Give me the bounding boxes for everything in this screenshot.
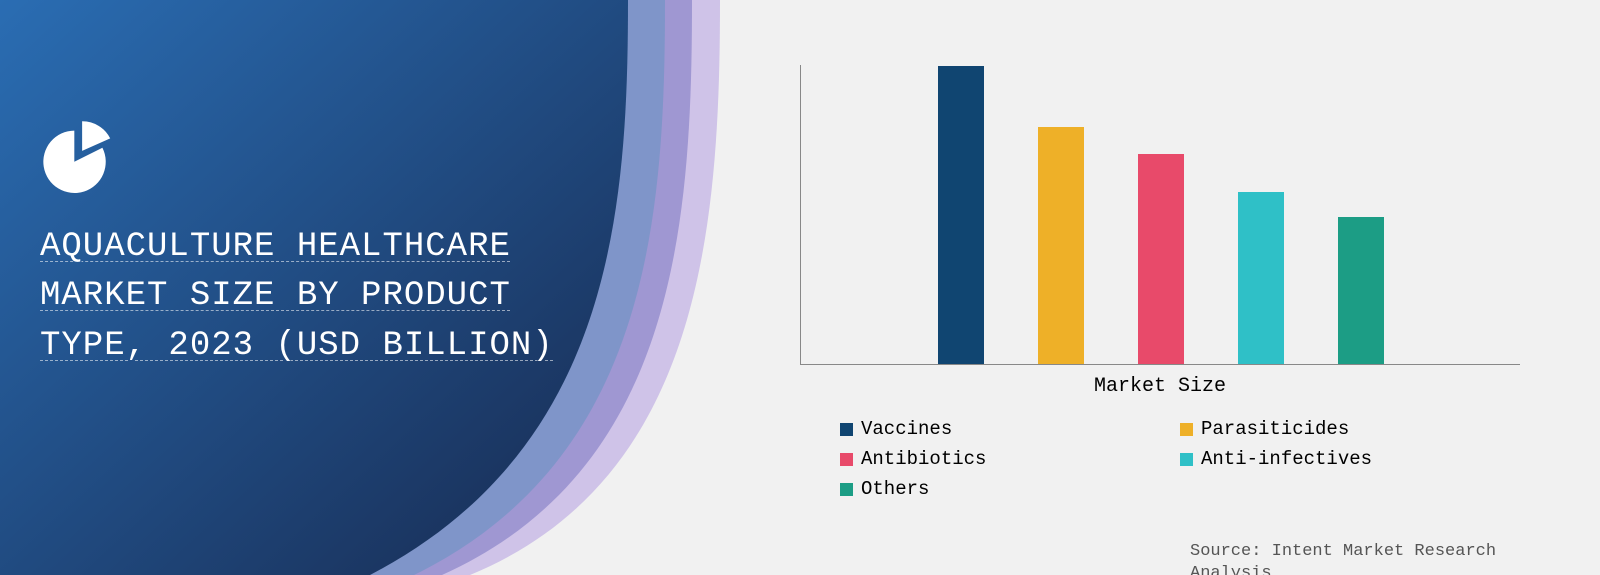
legend-swatch bbox=[1180, 423, 1193, 436]
legend-swatch bbox=[840, 483, 853, 496]
chart-legend: Vaccines Parasiticides Antibiotics Anti-inf… bbox=[800, 418, 1520, 508]
panel-title: AQUACULTURE HEALTHCARE MARKET SIZE BY PR… bbox=[40, 223, 560, 371]
legend-label: Vaccines bbox=[861, 418, 952, 440]
legend-item-parasiticides: Parasiticides bbox=[1180, 418, 1520, 440]
legend-item-vaccines: Vaccines bbox=[840, 418, 1180, 440]
infographic-root: AQUACULTURE HEALTHCARE MARKET SIZE BY PR… bbox=[0, 0, 1600, 575]
legend-item-anti-infectives: Anti-infectives bbox=[1180, 448, 1520, 470]
bar-vaccines bbox=[938, 66, 984, 364]
legend-label: Anti-infectives bbox=[1201, 448, 1372, 470]
pie-icon bbox=[40, 115, 118, 193]
legend-label: Antibiotics bbox=[861, 448, 986, 470]
source-attribution: Source: Intent Market Research Analysis bbox=[1190, 541, 1570, 575]
legend-swatch bbox=[840, 423, 853, 436]
legend-item-antibiotics: Antibiotics bbox=[840, 448, 1180, 470]
x-axis-label: Market Size bbox=[800, 375, 1520, 398]
title-area: AQUACULTURE HEALTHCARE MARKET SIZE BY PR… bbox=[40, 115, 560, 371]
bars-container bbox=[801, 65, 1520, 364]
legend-item-others: Others bbox=[840, 478, 1180, 500]
legend-swatch bbox=[840, 453, 853, 466]
bar-others bbox=[1338, 217, 1384, 364]
legend-swatch bbox=[1180, 453, 1193, 466]
chart-plot bbox=[800, 65, 1520, 365]
legend-label: Parasiticides bbox=[1201, 418, 1349, 440]
bar-antibiotics bbox=[1138, 154, 1184, 364]
chart-area: Market Size Vaccines Parasiticides Antibio… bbox=[800, 65, 1520, 508]
bar-parasiticides bbox=[1038, 127, 1084, 364]
legend-label: Others bbox=[861, 478, 929, 500]
bar-anti-infectives bbox=[1238, 192, 1284, 364]
